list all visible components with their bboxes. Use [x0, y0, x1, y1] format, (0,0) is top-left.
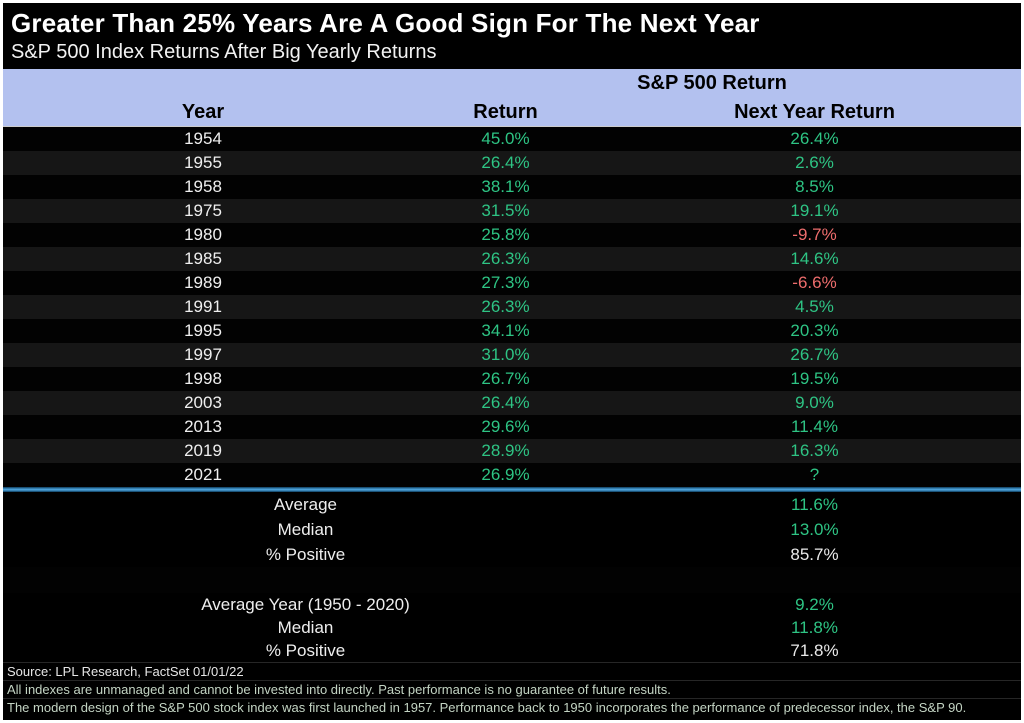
next-year-return-cell: -9.7%: [792, 225, 837, 244]
year-cell: 1958: [184, 177, 222, 196]
table-row: 1998 26.7% 19.5%: [3, 367, 1021, 391]
summary-label: Median: [277, 520, 334, 539]
column-header-return: Return: [473, 101, 538, 123]
disclaimer-line-1: All indexes are unmanaged and cannot be …: [3, 680, 1021, 698]
summary-value: 9.2%: [795, 595, 834, 614]
summary-value: 13.0%: [790, 520, 839, 539]
year-cell: 1955: [184, 153, 222, 172]
disclaimer-line-2: The modern design of the S&P 500 stock i…: [3, 698, 1021, 717]
next-year-return-cell: 20.3%: [790, 321, 839, 340]
next-year-return-cell: 16.3%: [790, 441, 839, 460]
return-cell: 28.9%: [481, 441, 530, 460]
return-cell: 34.1%: [481, 321, 530, 340]
table-row: 1980 25.8% -9.7%: [3, 223, 1021, 247]
summary-label: Average: [273, 495, 337, 514]
return-cell: 26.3%: [481, 297, 530, 316]
return-cell: 45.0%: [481, 129, 530, 148]
table-row: 1991 26.3% 4.5%: [3, 295, 1021, 319]
next-year-return-cell: 9.0%: [795, 393, 834, 412]
column-header-year: Year: [181, 101, 225, 123]
year-cell: 1989: [184, 273, 222, 292]
blue-divider-line: [3, 487, 1021, 492]
table-row: 1954 45.0% 26.4%: [3, 127, 1021, 151]
table-row: 1955 26.4% 2.6%: [3, 151, 1021, 175]
section-spacer: [3, 567, 1021, 593]
summary-row: Median 13.0%: [3, 517, 1021, 542]
next-year-return-cell: 11.4%: [791, 417, 838, 436]
table-row: 1975 31.5% 19.1%: [3, 199, 1021, 223]
table-row: 2019 28.9% 16.3%: [3, 439, 1021, 463]
table-row: 1958 38.1% 8.5%: [3, 175, 1021, 199]
page-subtitle: S&P 500 Index Returns After Big Yearly R…: [11, 41, 437, 63]
return-cell: 26.4%: [481, 393, 530, 412]
year-cell: 1997: [184, 345, 222, 364]
table-row: 2021 26.9%?: [3, 463, 1021, 487]
return-cell: 25.8%: [481, 225, 530, 244]
table-row: 1985 26.3% 14.6%: [3, 247, 1021, 271]
return-cell: 31.5%: [481, 201, 530, 220]
summary-section-next-year: Average 11.6% Median 13.0% % Positive 85.7%: [3, 492, 1021, 567]
return-cell: 29.6%: [481, 417, 530, 436]
table-row: 1995 34.1% 20.3%: [3, 319, 1021, 343]
summary-row: Median 11.8%: [3, 616, 1021, 639]
summary-value: 11.8%: [791, 618, 838, 637]
year-cell: 1980: [184, 225, 222, 244]
year-cell: 1975: [184, 201, 222, 220]
next-year-return-cell: 19.5%: [790, 369, 839, 388]
summary-row: % Positive 71.8%: [3, 639, 1021, 662]
next-year-return-cell: 2.6%: [795, 153, 834, 172]
column-header-next-year-return: Next Year Return: [734, 101, 895, 123]
table-header-band: S&P 500 Return Year Return Next Year Ret…: [3, 69, 1021, 127]
summary-section-average-year: Average Year (1950 - 2020) 9.2% Median 11.8…: [3, 593, 1021, 662]
summary-row: % Positive 85.7%: [3, 542, 1021, 567]
year-cell: 1985: [184, 249, 222, 268]
year-cell: 2013: [184, 417, 222, 436]
return-cell: 26.4%: [481, 153, 530, 172]
return-cell: 31.0%: [481, 345, 530, 364]
summary-value: 85.7%: [790, 545, 839, 564]
returns-table-body: 1954 45.0% 26.4% 1955 26.4% 2.6% 1958 38.1% 8.5%…: [3, 127, 1021, 487]
year-cell: 2003: [184, 393, 222, 412]
return-cell: 27.3%: [481, 273, 530, 292]
next-year-return-cell: 8.5%: [795, 177, 834, 196]
year-cell: 1998: [184, 369, 222, 388]
source-line: Source: LPL Research, FactSet 01/01/22: [3, 662, 1021, 680]
next-year-return-cell: 4.5%: [795, 297, 834, 316]
table-row: 1989 27.3% -6.6%: [3, 271, 1021, 295]
return-cell: 26.3%: [481, 249, 530, 268]
table-row: 2013 29.6% 11.4%: [3, 415, 1021, 439]
next-year-return-cell: 14.6%: [790, 249, 839, 268]
return-cell: 26.7%: [481, 369, 530, 388]
next-year-return-cell: 19.1%: [790, 201, 839, 220]
footer: Source: LPL Research, FactSet 01/01/22 A…: [3, 662, 1021, 717]
next-year-return-cell: 26.7%: [790, 345, 839, 364]
page-title: Greater Than 25% Years Are A Good Sign F…: [11, 8, 760, 38]
summary-label: % Positive: [265, 545, 346, 564]
return-cell: 38.1%: [481, 177, 530, 196]
year-cell: 2019: [184, 441, 222, 460]
next-year-return-cell: ?: [809, 465, 820, 484]
return-cell: 26.9%: [481, 465, 530, 484]
year-cell: 1995: [184, 321, 222, 340]
next-year-return-cell: 26.4%: [790, 129, 839, 148]
year-cell: 2021: [184, 465, 222, 484]
year-cell: 1954: [184, 129, 222, 148]
year-cell: 1991: [184, 297, 222, 316]
header-group-label: S&P 500 Return: [637, 72, 787, 94]
summary-row: Average 11.6%: [3, 492, 1021, 517]
table-row: 1997 31.0% 26.7%: [3, 343, 1021, 367]
summary-row: Average Year (1950 - 2020) 9.2%: [3, 593, 1021, 616]
table-row: 2003 26.4% 9.0%: [3, 391, 1021, 415]
summary-label: % Positive: [265, 641, 346, 660]
summary-label: Median: [277, 618, 334, 637]
next-year-return-cell: -6.6%: [792, 273, 837, 292]
summary-label: Average Year (1950 - 2020): [201, 595, 410, 614]
summary-value: 11.6%: [791, 495, 838, 514]
summary-value: 71.8%: [790, 641, 839, 660]
